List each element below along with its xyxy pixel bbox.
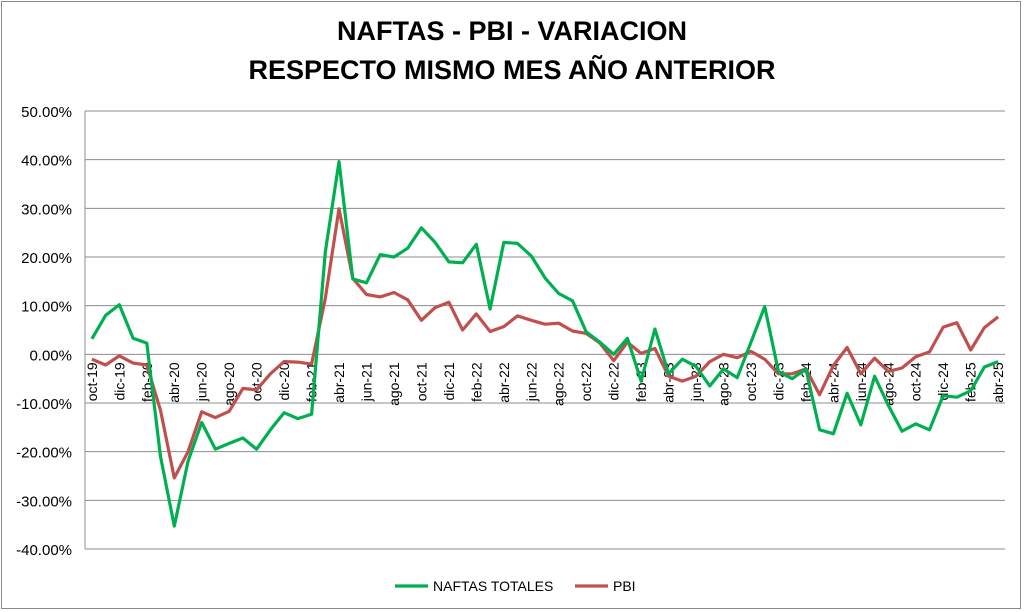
x-tick-label: oct-19 xyxy=(84,362,100,401)
x-tick-label: oct-22 xyxy=(578,362,594,401)
y-tick-label: -10.00% xyxy=(16,396,72,413)
x-tick-label: dic-22 xyxy=(606,362,622,400)
series-line-naftas-totales xyxy=(90,160,999,528)
x-tick-label: dic-19 xyxy=(111,362,127,400)
x-tick-label: oct-23 xyxy=(743,362,759,401)
y-tick-label: -40.00% xyxy=(16,542,72,559)
x-tick-label: jun-20 xyxy=(194,362,210,402)
y-tick-label: 50.00% xyxy=(21,104,72,121)
chart-title-line2: RESPECTO MISMO MES AÑO ANTERIOR xyxy=(248,55,776,85)
x-tick-label: oct-24 xyxy=(908,362,924,401)
x-tick-label: jun-24 xyxy=(853,362,869,402)
x-tick-label: abr-22 xyxy=(496,362,512,403)
x-tick-label: abr-23 xyxy=(661,362,677,403)
x-tick-label: ago-22 xyxy=(551,362,567,406)
y-tick-label: 20.00% xyxy=(21,250,72,267)
series-line-pbi xyxy=(91,207,1000,480)
x-tick-label: ago-20 xyxy=(221,362,237,406)
y-tick-label: 40.00% xyxy=(21,153,72,170)
x-tick-label: ago-21 xyxy=(386,362,402,406)
y-tick-label: 0.00% xyxy=(29,347,72,364)
legend-label: PBI xyxy=(613,578,636,594)
x-tick-label: abr-21 xyxy=(331,362,347,403)
x-tick-label: abr-25 xyxy=(990,362,1006,403)
x-tick-label: oct-21 xyxy=(413,362,429,401)
chart-title-line1: NAFTAS - PBI - VARIACION xyxy=(337,16,687,46)
x-tick-label: feb-22 xyxy=(468,362,484,402)
y-tick-label: -30.00% xyxy=(16,493,72,510)
x-tick-label: jun-21 xyxy=(358,362,374,402)
y-tick-label: -20.00% xyxy=(16,445,72,462)
x-tick-label: jun-22 xyxy=(523,362,539,402)
x-tick-label: dic-24 xyxy=(935,362,951,400)
x-tick-label: oct-20 xyxy=(249,362,265,401)
x-tick-label: dic-20 xyxy=(276,362,292,400)
x-tick-label: dic-21 xyxy=(441,362,457,400)
x-tick-label: abr-20 xyxy=(166,362,182,403)
legend-label: NAFTAS TOTALES xyxy=(433,578,553,594)
y-tick-label: 30.00% xyxy=(21,201,72,218)
y-tick-label: 10.00% xyxy=(21,299,72,316)
